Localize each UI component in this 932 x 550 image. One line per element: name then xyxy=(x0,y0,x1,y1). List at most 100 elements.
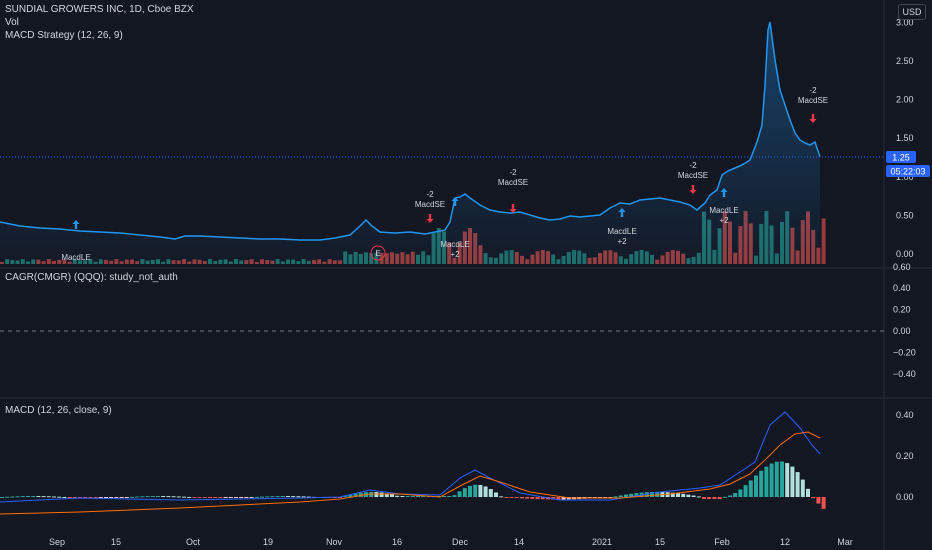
long-arrow-icon xyxy=(72,220,80,229)
macd-hist-bar xyxy=(738,489,743,497)
macd-hist-bar xyxy=(530,497,535,499)
cagr-axis-tick: 0.00 xyxy=(893,326,911,336)
macd-hist-bar xyxy=(166,496,171,498)
earnings-circle xyxy=(370,245,386,261)
signal-long[interactable]: MacdLE+2 xyxy=(607,208,637,246)
macd-hist-bar xyxy=(249,497,254,498)
short-arrow-icon xyxy=(509,204,517,213)
symbol-title[interactable]: SUNDIAL GROWERS INC, 1D, Cboe BZX xyxy=(5,4,194,15)
macd-hist-bar xyxy=(286,495,290,497)
macd-hist-bar xyxy=(20,496,25,498)
macd-hist-bar xyxy=(10,496,15,498)
macd-hist-bar xyxy=(301,496,306,498)
signal-short[interactable]: MacdSE-2 xyxy=(498,168,528,213)
macd-hist-bar xyxy=(556,497,561,500)
cagr-axis-tick: 0.20 xyxy=(893,305,911,315)
macd-hist-bar xyxy=(244,497,249,498)
macd-legend[interactable]: MACD (12, 26, close, 9) xyxy=(5,405,112,416)
volume-bar xyxy=(821,218,826,264)
time-axis-label: 15 xyxy=(655,537,665,547)
macd-hist-bar xyxy=(447,495,452,497)
macd-axis-tick: 0.00 xyxy=(896,492,914,502)
macd-hist-bar xyxy=(499,496,504,498)
signal-long[interactable]: MacdLE+2 xyxy=(440,197,470,259)
macd-hist-bar xyxy=(280,495,285,497)
macd-hist-bar xyxy=(384,493,389,497)
macd-hist-bar xyxy=(67,497,72,498)
macd-hist-bar xyxy=(291,496,296,498)
signal-qty: -2 xyxy=(509,168,517,177)
macd-hist-bar xyxy=(0,497,4,498)
short-arrow-icon xyxy=(689,185,697,194)
time-axis-label: 14 xyxy=(514,537,524,547)
macd-hist-bar xyxy=(26,496,30,498)
macd-hist-bar xyxy=(811,497,816,499)
cagr-axis-tick: 0.60 xyxy=(893,262,911,272)
macd-hist-bar xyxy=(400,495,405,497)
signal-long[interactable]: MacdLE+2 xyxy=(709,188,739,225)
macd-hist-bar xyxy=(88,497,93,498)
macd-hist-bar xyxy=(306,496,311,498)
macd-hist-bar xyxy=(119,497,124,498)
short-arrow-icon xyxy=(809,114,817,123)
signal-long[interactable]: MacdLE xyxy=(61,220,91,262)
strategy-legend[interactable]: MACD Strategy (12, 26, 9) xyxy=(5,30,123,41)
macd-hist-bar xyxy=(754,475,758,497)
countdown-tag xyxy=(886,165,930,177)
macd-hist-bar xyxy=(109,497,114,498)
macd-hist-bar xyxy=(806,488,810,497)
cagr-legend[interactable]: CAGR(CMGR) (QQQ): study_not_auth xyxy=(5,272,178,283)
macd-hist-bar xyxy=(202,497,207,498)
macd-hist-bar xyxy=(62,496,67,498)
signal-short[interactable]: MacdSE-2 xyxy=(678,161,708,194)
macd-hist-bar xyxy=(15,496,20,498)
long-arrow-icon xyxy=(451,197,459,206)
macd-hist-bar xyxy=(395,495,400,497)
macd-hist-bar xyxy=(774,461,779,497)
signal-qty: -2 xyxy=(809,86,817,95)
time-axis-label: Mar xyxy=(837,537,853,547)
macd-hist-bar xyxy=(551,497,556,500)
time-axis-label: 15 xyxy=(111,537,121,547)
macd-hist-bar xyxy=(254,496,259,498)
macd-hist-bar xyxy=(374,492,379,497)
macd-hist-bar xyxy=(405,495,410,497)
macd-hist-bar xyxy=(135,496,140,498)
signal-short[interactable]: MacdSE-2 xyxy=(798,86,828,123)
macd-hist-bar xyxy=(790,466,795,497)
macd-hist-bar xyxy=(260,496,264,498)
signal-label: MacdLE xyxy=(607,227,636,236)
macd-hist-bar xyxy=(218,497,223,499)
currency-button[interactable]: USD xyxy=(898,4,926,20)
macd-hist-bar xyxy=(98,497,103,498)
time-axis-label: 19 xyxy=(263,537,273,547)
price-axis-tick: 3.00 xyxy=(896,17,914,27)
time-axis[interactable]: Sep 15 Oct 19 Nov 16 Dec 14 2021 15 Feb 12 Mar xyxy=(49,537,853,547)
signal-line xyxy=(0,431,821,515)
macd-hist-bar xyxy=(83,497,88,498)
macd-hist-bar xyxy=(717,497,722,500)
signal-qty: -2 xyxy=(689,161,697,170)
macd-hist-bar xyxy=(156,495,160,497)
price-axis[interactable]: 3.002.502.001.501.000.500.000.600.400.20… xyxy=(893,17,916,502)
macd-axis-tick: 0.20 xyxy=(896,451,914,461)
signal-qty: +2 xyxy=(450,250,460,259)
macd-hist-bar xyxy=(124,497,129,498)
macd-hist-bar xyxy=(416,495,420,497)
macd-hist-bar xyxy=(5,496,10,498)
macd-hist-bar xyxy=(691,495,696,497)
macd-hist-bar xyxy=(613,496,618,498)
signal-qty: +2 xyxy=(617,237,627,246)
macd-hist-bar xyxy=(275,496,280,498)
macd-hist-bar xyxy=(171,496,176,498)
pane-separators xyxy=(0,267,932,399)
macd-hist-bar xyxy=(31,495,36,497)
time-axis-label: 12 xyxy=(780,537,790,547)
price-axis-tick: 1.50 xyxy=(896,133,914,143)
countdown-text: 05:22:03 xyxy=(890,167,925,177)
macd-hist-bar xyxy=(696,496,701,498)
signal-short[interactable]: MacdSE-2 xyxy=(415,190,445,223)
volume-legend[interactable]: Vol xyxy=(5,17,19,28)
earnings-marker[interactable]: E xyxy=(370,245,386,261)
